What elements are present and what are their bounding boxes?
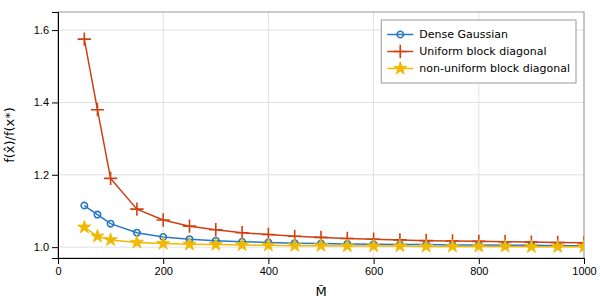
series <box>78 32 584 249</box>
x-tick: 600 <box>365 258 383 277</box>
marker <box>183 237 196 250</box>
marker <box>393 239 406 252</box>
x-tick-mark <box>268 258 269 264</box>
marker <box>525 240 538 253</box>
legend-label: Uniform block diagonal <box>419 45 546 58</box>
marker <box>157 213 170 226</box>
y-tick-label: 1.6 <box>34 24 49 36</box>
marker <box>81 202 87 208</box>
line <box>84 39 584 243</box>
marker <box>183 219 196 232</box>
y-axis-line <box>52 13 59 259</box>
series <box>78 220 584 252</box>
marker <box>157 237 170 250</box>
marker <box>91 103 104 116</box>
legend-swatch-marker <box>397 31 403 37</box>
y-tick: 1.6 <box>34 24 58 36</box>
grid-line-y <box>58 102 584 103</box>
y-tick-mark <box>52 30 58 31</box>
legend-swatch-marker <box>394 45 407 58</box>
x-tick-label: 1000 <box>572 265 596 277</box>
y-tick-label: 1.4 <box>34 96 49 108</box>
marker <box>577 240 584 253</box>
legend-box <box>381 20 576 83</box>
plot: 0 200 400 600 800 1000 1.0 1.2 1.4 1.6 M̃ f(x̂)/f(x… <box>2 12 597 299</box>
x-tick: 0 <box>55 258 61 277</box>
x-tick-label: 200 <box>155 265 173 277</box>
line <box>84 227 584 247</box>
legend-item: Dense Gaussian <box>387 28 508 41</box>
y-axis: 1.0 1.2 1.4 1.6 <box>34 13 59 259</box>
x-tick-mark <box>584 258 585 264</box>
marker <box>367 239 380 252</box>
grid-line-y <box>58 174 584 175</box>
grid-line-x <box>373 12 374 258</box>
legend-swatch-line <box>387 34 413 36</box>
marker <box>78 32 91 45</box>
x-tick: 1000 <box>572 258 596 277</box>
grid <box>58 12 584 258</box>
x-tick-mark <box>374 258 375 264</box>
x-tick-label: 600 <box>365 265 383 277</box>
y-tick: 1.2 <box>34 169 58 181</box>
marker <box>288 239 301 252</box>
marker <box>104 172 117 185</box>
marker <box>262 238 275 251</box>
marker <box>91 229 104 242</box>
legend-swatch-marker <box>394 62 407 75</box>
marker <box>235 238 248 251</box>
legend-item: non-uniform block diagonal <box>387 62 570 76</box>
marker <box>472 239 485 252</box>
x-axis-title: M̃ <box>315 284 326 299</box>
marker <box>104 233 117 246</box>
x-axis: 0 200 400 600 800 1000 <box>55 258 596 277</box>
marker <box>498 239 511 252</box>
series <box>81 202 584 249</box>
marker <box>107 220 113 226</box>
marker <box>78 220 91 233</box>
y-tick-mark <box>52 247 58 248</box>
grid-line-x <box>268 12 269 258</box>
chart: 0 200 400 600 800 1000 1.0 1.2 1.4 1.6 M̃ f(x̂)/f(x… <box>0 0 600 302</box>
y-tick-mark <box>52 175 58 176</box>
legend-item: Uniform block diagonal <box>387 45 546 59</box>
plot-frame <box>58 12 584 258</box>
x-tick: 200 <box>155 258 173 277</box>
marker <box>420 239 433 252</box>
x-tick-mark <box>163 258 164 264</box>
data <box>78 32 584 252</box>
y-tick: 1.0 <box>34 241 58 253</box>
x-tick-label: 400 <box>260 265 278 277</box>
marker <box>209 238 222 251</box>
x-tick: 400 <box>260 258 278 277</box>
marker <box>130 202 143 215</box>
legend: Dense Gaussian Uniform block diagonal non-… <box>381 20 576 83</box>
x-tick-label: 0 <box>55 265 61 277</box>
y-axis-title: f(x̂)/f(x*) <box>2 107 17 163</box>
marker <box>209 223 222 236</box>
x-axis-line <box>59 259 585 265</box>
x-tick-mark <box>479 258 480 264</box>
marker <box>446 239 459 252</box>
y-tick-label: 1.0 <box>34 241 49 253</box>
marker <box>314 239 327 252</box>
legend-label: non-uniform block diagonal <box>419 62 570 75</box>
legend-label: Dense Gaussian <box>419 28 508 41</box>
marker <box>551 240 564 253</box>
y-tick-label: 1.2 <box>34 169 49 181</box>
marker <box>94 211 100 217</box>
y-tick-mark <box>52 102 58 103</box>
y-tick: 1.4 <box>34 96 58 108</box>
marker <box>130 235 143 248</box>
marker <box>341 239 354 252</box>
x-tick: 800 <box>470 258 488 277</box>
line <box>84 206 584 246</box>
x-tick-label: 800 <box>470 265 488 277</box>
